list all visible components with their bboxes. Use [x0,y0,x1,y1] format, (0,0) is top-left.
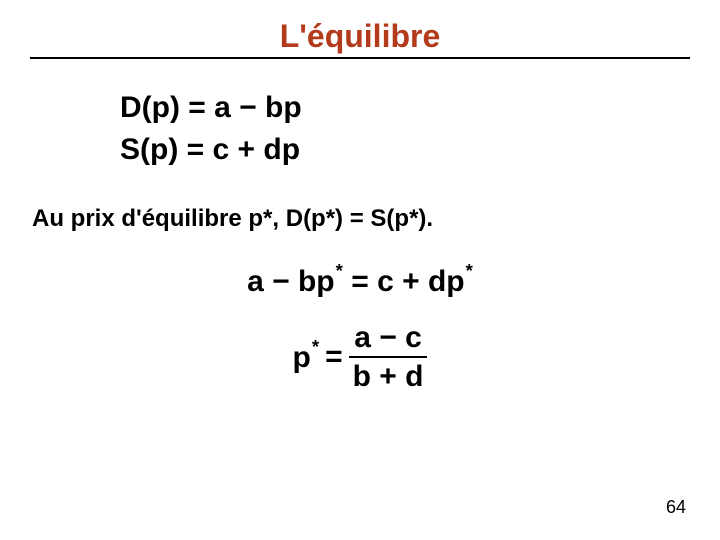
slide-title: L'équilibre [280,18,441,55]
balance-equation-content: a − bp* = c + dp* [247,263,473,299]
balance-lhs: a − bp [247,265,335,298]
title-rule: L'équilibre [30,18,690,59]
p-label: p [293,341,311,374]
star-symbol: * [336,260,343,281]
pstar-variable: p* [293,339,320,375]
fraction-numerator: a − c [350,321,426,356]
slide-container: L'équilibre D(p) = a − bp S(p) = c + dp … [0,0,720,540]
star-symbol: * [312,336,319,357]
star-symbol: * [466,260,473,281]
fraction: a − c b + d [349,321,428,393]
balance-rhs: c + dp [377,265,465,298]
pstar-solution: p* = a − c b + d [30,321,690,393]
page-number: 64 [666,497,686,518]
equals-sign: = [351,265,369,298]
equilibrium-condition-text: Au prix d'équilibre p*, D(p*) = S(p*). [32,205,690,233]
balance-equation: a − bp* = c + dp* [30,263,690,299]
fraction-denominator: b + d [349,356,428,393]
equals-sign: = [325,340,343,374]
demand-equation: D(p) = a − bp [120,87,690,129]
supply-equation: S(p) = c + dp [120,129,690,171]
equations-definitions: D(p) = a − bp S(p) = c + dp [120,87,690,171]
